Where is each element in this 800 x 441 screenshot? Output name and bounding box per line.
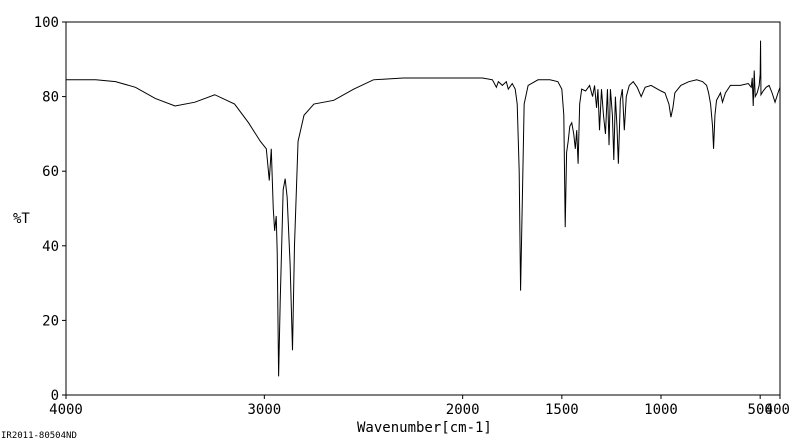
x-tick-label: 4000 xyxy=(49,402,83,418)
x-tick-label: 1500 xyxy=(545,402,579,418)
x-tick-label: 2000 xyxy=(446,402,480,418)
x-tick-label: 1000 xyxy=(644,402,678,418)
x-tick-label: 3000 xyxy=(247,402,281,418)
spectrum-line xyxy=(66,40,781,377)
y-tick-label: 20 xyxy=(42,313,59,329)
plot-frame xyxy=(65,21,781,396)
y-axis: 0 20 40 60 80 100 xyxy=(34,15,66,404)
x-axis-label: Wavenumber[cm-1] xyxy=(357,420,492,436)
y-tick-label: 80 xyxy=(42,90,59,106)
y-axis-label: %T xyxy=(13,211,30,227)
y-tick-label: 100 xyxy=(34,15,59,31)
x-tick-label: 500 xyxy=(748,402,773,418)
footer-id: IR2011-80504ND xyxy=(1,431,77,441)
y-tick-label: 60 xyxy=(42,164,59,180)
y-tick-label: 0 xyxy=(51,388,59,404)
x-tick-label: 400 xyxy=(765,402,790,418)
y-tick-label: 40 xyxy=(42,239,59,255)
